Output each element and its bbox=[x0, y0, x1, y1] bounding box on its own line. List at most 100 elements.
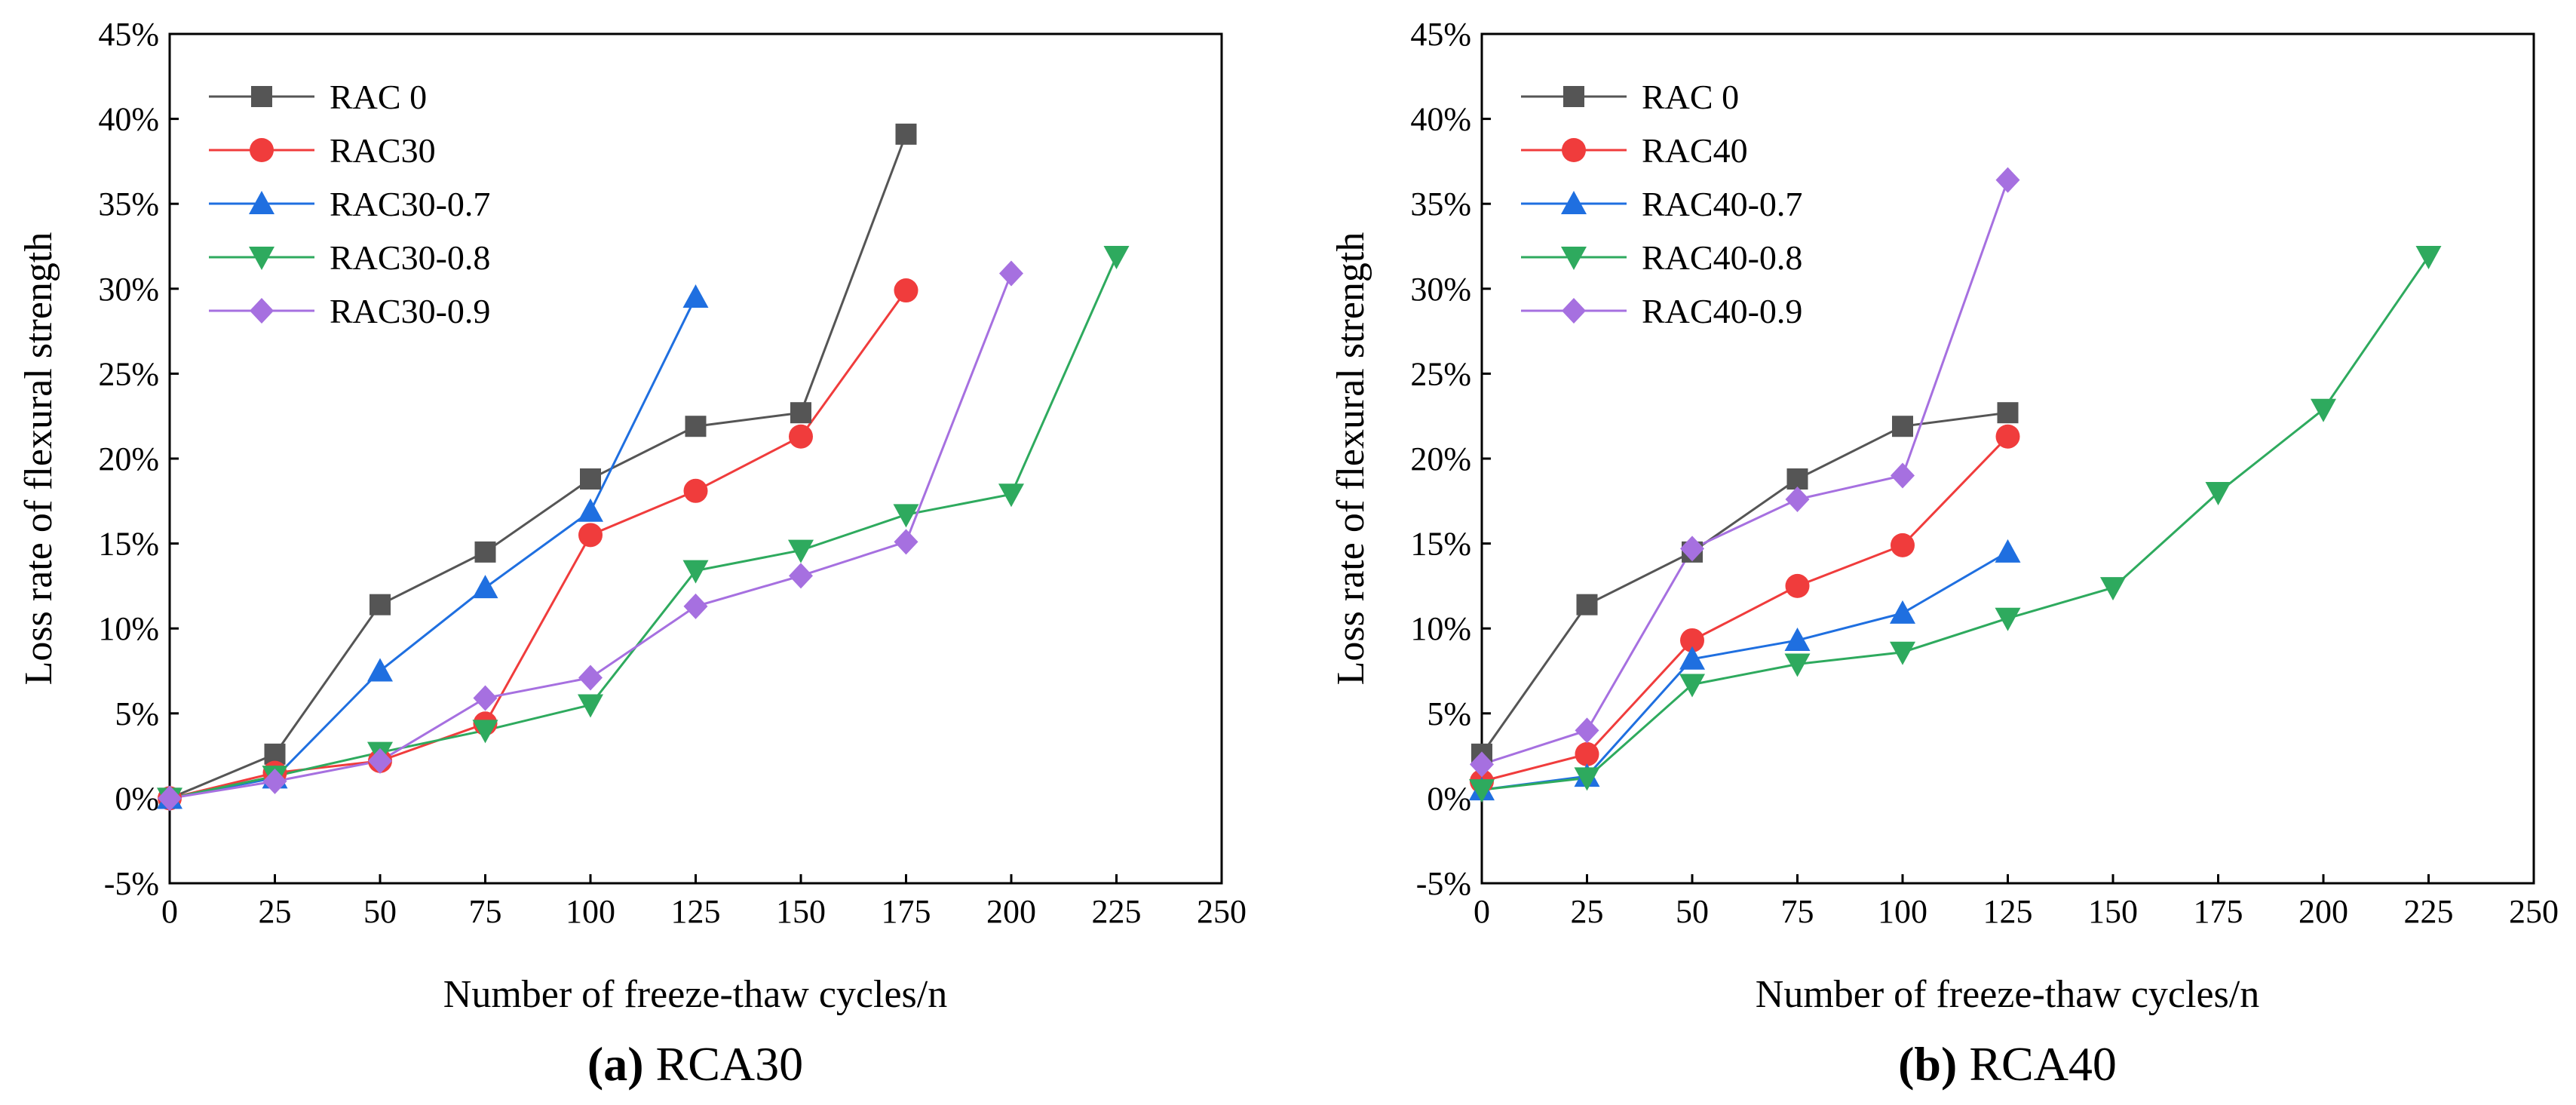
legend-marker bbox=[250, 138, 274, 162]
legend-marker bbox=[1563, 86, 1584, 107]
x-tick-label: 50 bbox=[1676, 893, 1709, 930]
data-point bbox=[894, 529, 918, 555]
x-tick-label: 150 bbox=[2088, 893, 2138, 930]
tick-group: 0 25 50 75 100 125 150 175 200 225 250 -5% 0% 5% 10% 15… bbox=[98, 16, 1247, 930]
y-tick-label: 30% bbox=[1410, 271, 1471, 308]
y-tick-label: 10% bbox=[98, 610, 159, 647]
legend-item: RAC 0 bbox=[209, 78, 427, 116]
x-tick-label: 225 bbox=[1092, 893, 1142, 930]
data-point bbox=[894, 278, 918, 303]
data-point bbox=[788, 539, 814, 563]
panel-caption: (b) RCA40 bbox=[1898, 1037, 2117, 1091]
y-tick-label: 15% bbox=[1410, 526, 1471, 563]
x-axis-title: Number of freeze-thaw cycles/n bbox=[1756, 973, 2259, 1016]
x-tick-label: 100 bbox=[566, 893, 615, 930]
data-point bbox=[1679, 646, 1705, 670]
legend-marker bbox=[250, 298, 274, 324]
data-point bbox=[1786, 468, 1808, 490]
series-line bbox=[169, 296, 697, 800]
data-point bbox=[1785, 487, 1810, 513]
y-tick-label: 25% bbox=[98, 355, 159, 392]
data-point bbox=[1784, 627, 1811, 651]
legend-marker bbox=[249, 191, 274, 214]
data-point bbox=[1784, 653, 1811, 677]
data-point bbox=[998, 483, 1024, 508]
data-point bbox=[1576, 594, 1598, 615]
y-tick-label: -5% bbox=[1416, 865, 1471, 902]
y-tick-label: 45% bbox=[98, 16, 159, 53]
data-point bbox=[472, 720, 498, 744]
y-tick-label: 30% bbox=[98, 271, 159, 308]
x-tick-label: 200 bbox=[986, 893, 1036, 930]
series-line bbox=[1480, 411, 2008, 755]
data-point bbox=[472, 575, 498, 599]
caption-letter: (b) bbox=[1898, 1037, 1957, 1091]
x-tick-label: 150 bbox=[776, 893, 826, 930]
tick-group: 0 25 50 75 100 125 150 175 200 225 250 -5% 0% 5% 10% 15… bbox=[1410, 16, 2559, 930]
y-tick-label: 5% bbox=[1427, 695, 1471, 732]
data-point bbox=[790, 402, 811, 424]
legend-label: RAC30 bbox=[330, 131, 436, 170]
data-point bbox=[1995, 424, 2020, 449]
legend-label: RAC40-0.7 bbox=[1642, 185, 1802, 223]
plot-frame bbox=[168, 32, 1223, 885]
legend: RAC 0 RAC40 RAC40-0.7 RAC40-0.8 RAC40-0.9 bbox=[1521, 78, 1802, 330]
y-tick-label: 40% bbox=[98, 101, 159, 138]
legend-label: RAC40-0.8 bbox=[1642, 238, 1802, 277]
data-point bbox=[1103, 246, 1130, 270]
data-point bbox=[580, 468, 601, 490]
data-point bbox=[893, 504, 919, 528]
legend-marker bbox=[249, 247, 274, 270]
data-point bbox=[1995, 167, 2020, 193]
legend-item: RAC30-0.7 bbox=[209, 185, 490, 223]
legend-label: RAC40-0.9 bbox=[1642, 292, 1802, 330]
data-point bbox=[1680, 628, 1704, 652]
data-point bbox=[2100, 577, 2126, 601]
data-point bbox=[682, 560, 709, 584]
caption-title: RCA30 bbox=[656, 1037, 804, 1091]
legend-item: RAC30-0.8 bbox=[209, 238, 490, 277]
legend-marker bbox=[1562, 298, 1586, 324]
legend-label: RAC30-0.9 bbox=[330, 292, 490, 330]
caption-title: RCA40 bbox=[1969, 1037, 2117, 1091]
x-tick-label: 0 bbox=[1474, 893, 1490, 930]
data-point bbox=[685, 416, 707, 437]
data-point bbox=[1890, 641, 1915, 665]
x-tick-label: 175 bbox=[882, 893, 931, 930]
x-tick-label: 250 bbox=[1197, 893, 1247, 930]
y-tick-label: 35% bbox=[98, 186, 159, 223]
series-group bbox=[1469, 167, 2442, 803]
y-tick-label: 25% bbox=[1410, 355, 1471, 392]
legend-item: RAC30-0.9 bbox=[209, 292, 490, 330]
legend-item: RAC 0 bbox=[1521, 78, 1739, 116]
data-point bbox=[683, 478, 708, 503]
legend-marker bbox=[251, 86, 272, 107]
data-point bbox=[682, 284, 709, 308]
x-tick-label: 25 bbox=[1571, 893, 1604, 930]
data-point bbox=[1995, 607, 2021, 631]
legend-item: RAC40-0.9 bbox=[1521, 292, 1802, 330]
legend-item: RAC40 bbox=[1521, 131, 1748, 170]
x-tick-label: 125 bbox=[671, 893, 721, 930]
panel-caption: (a) RCA30 bbox=[587, 1037, 803, 1091]
plot-frame bbox=[1480, 32, 2535, 885]
x-tick-label: 225 bbox=[2404, 893, 2454, 930]
data-point bbox=[1575, 741, 1599, 766]
y-tick-label: 15% bbox=[98, 526, 159, 563]
data-point bbox=[2415, 246, 2442, 270]
series-line bbox=[1481, 551, 2009, 791]
y-tick-label: 20% bbox=[1410, 440, 1471, 477]
data-point bbox=[473, 685, 498, 711]
chart-panel-b: 0 25 50 75 100 125 150 175 200 225 250 -5% 0% 5% 10% 15… bbox=[1329, 16, 2559, 1091]
data-point bbox=[2205, 482, 2231, 506]
y-tick-label: 0% bbox=[115, 780, 159, 817]
data-point bbox=[1891, 462, 1915, 489]
legend-label: RAC30-0.8 bbox=[330, 238, 490, 277]
x-tick-label: 75 bbox=[469, 893, 502, 930]
data-point bbox=[578, 665, 603, 691]
data-point bbox=[1575, 717, 1599, 744]
x-axis-title: Number of freeze-thaw cycles/n bbox=[443, 973, 947, 1016]
x-tick-label: 25 bbox=[259, 893, 292, 930]
data-point bbox=[999, 260, 1023, 287]
